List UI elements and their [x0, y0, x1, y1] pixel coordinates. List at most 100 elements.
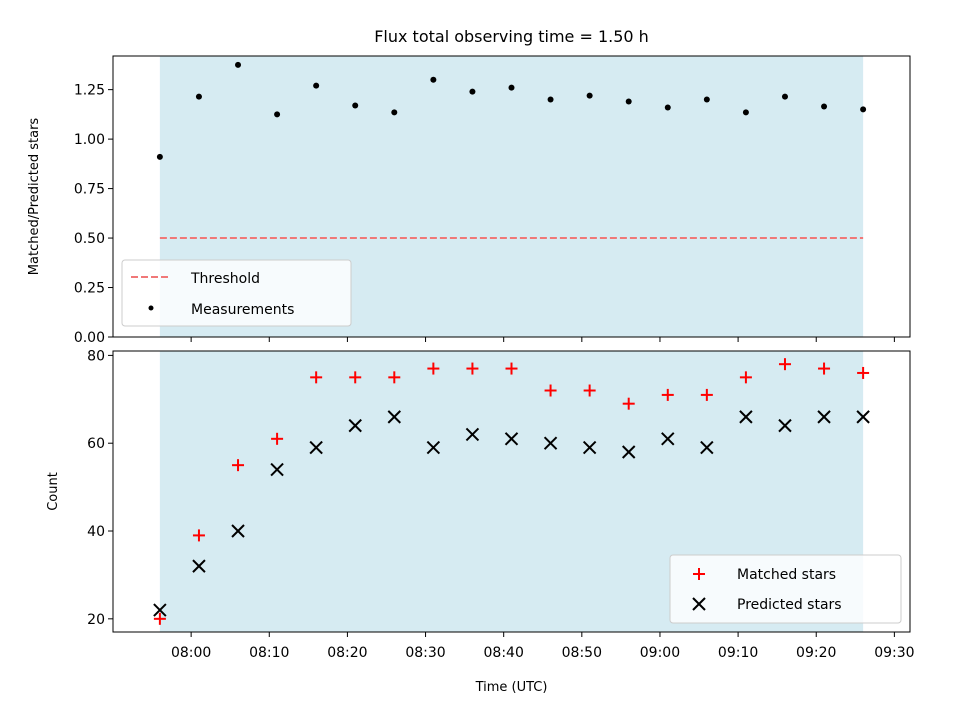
x-tick-label: 08:00	[171, 645, 211, 661]
measurement-point	[430, 76, 437, 83]
predicted-star-point	[739, 410, 753, 424]
measurement-point	[703, 96, 710, 103]
measurement-points	[156, 61, 867, 160]
matched-star-point	[232, 459, 245, 472]
predicted-star-point	[543, 436, 558, 450]
marker-stroke	[270, 462, 284, 477]
marker-stroke	[543, 436, 558, 450]
x-tick-label: 09:20	[796, 645, 836, 661]
x-tick-label: 08:30	[405, 645, 445, 661]
marker-stroke	[231, 524, 245, 538]
legend-plus-marker	[693, 568, 705, 580]
x-tick-label: 08:40	[484, 645, 524, 661]
y-axis-ticks: 0.00 0.25 0.50 0.75 1.00 1.25	[74, 83, 113, 346]
x-tick-label: 09:00	[640, 645, 680, 661]
y-tick-label: 1.25	[74, 83, 105, 99]
predicted-star-point	[621, 445, 636, 459]
measurement-point	[586, 92, 593, 99]
predicted-star-point	[856, 410, 870, 424]
matched-star-point	[427, 362, 440, 375]
legend: Threshold Measurements	[121, 259, 352, 327]
marker-stroke	[348, 418, 362, 433]
x-tick-label: 09:30	[874, 645, 914, 661]
measurement-point	[547, 96, 554, 103]
predicted-star-point	[270, 462, 284, 477]
marker-stroke	[661, 432, 675, 446]
matched-star-point	[466, 362, 479, 375]
predicted-star-point	[426, 440, 441, 455]
y-tick-label: 0.50	[74, 231, 105, 247]
marker-stroke	[692, 597, 706, 611]
matched-star-point	[505, 362, 518, 375]
y-tick-label: 0.75	[74, 182, 105, 198]
matched-star-point	[778, 358, 791, 371]
measurement-point	[664, 104, 671, 111]
x-tick-label: 08:10	[249, 645, 289, 661]
marker-stroke	[504, 432, 519, 446]
ratio-panel: 0.00 0.25 0.50 0.75 1.00 1.25 Flux total obse…	[27, 27, 911, 346]
legend-matched-label: Matched stars	[737, 567, 836, 583]
measurement-point	[274, 111, 281, 118]
measurement-point	[156, 153, 163, 160]
predicted-star-point	[661, 432, 675, 446]
matched-star-point	[349, 371, 362, 384]
marker-stroke	[856, 410, 870, 424]
matched-star-point	[739, 371, 752, 384]
predicted-star-point	[387, 410, 402, 424]
x-tick-label: 08:50	[562, 645, 602, 661]
marker-stroke	[700, 440, 714, 455]
marker-stroke	[739, 410, 753, 424]
y-axis-ticks: 20 40 60 80	[87, 348, 113, 628]
marker-stroke	[582, 440, 597, 455]
legend-box	[669, 554, 902, 624]
legend-measurement-label: Measurements	[191, 302, 294, 318]
legend-measurement-swatch	[148, 305, 154, 311]
matched-star-point	[700, 388, 713, 401]
predicted-star-point	[231, 524, 245, 538]
legend-predicted-swatch	[692, 597, 706, 611]
y-tick-label: 20	[87, 612, 105, 628]
measurement-point	[508, 84, 515, 91]
matched-star-point	[857, 366, 870, 379]
measurement-point	[625, 98, 632, 105]
predicted-star-point	[465, 427, 480, 442]
y-tick-label: 80	[87, 348, 105, 364]
measurement-point	[352, 102, 359, 109]
measurement-point	[391, 109, 398, 116]
measurement-point	[313, 82, 320, 89]
legend-threshold-label: Threshold	[190, 271, 260, 287]
y-tick-label: 0.00	[74, 330, 105, 346]
measurement-point	[821, 103, 828, 110]
matched-star-point	[818, 362, 831, 375]
marker-stroke	[465, 427, 480, 442]
y-tick-label: 40	[87, 524, 105, 540]
y-axis-label: Count	[46, 472, 61, 511]
marker-stroke	[621, 445, 636, 459]
matched-star-point	[622, 397, 635, 410]
legend-predicted-label: Predicted stars	[737, 597, 842, 613]
predicted-star-point	[309, 440, 323, 455]
marker-stroke	[817, 410, 831, 424]
measurement-point	[781, 93, 788, 100]
y-axis-label: Matched/Predicted stars	[27, 118, 42, 276]
plot-frame	[112, 350, 911, 633]
predicted-star-point	[582, 440, 597, 455]
legend: Matched stars Predicted stars	[669, 554, 902, 624]
measurement-point	[469, 88, 476, 95]
marker-stroke	[192, 559, 206, 573]
legend-box	[121, 259, 352, 327]
y-tick-label: 0.25	[74, 281, 105, 297]
marker-stroke	[387, 410, 402, 424]
matched-star-point	[192, 529, 205, 542]
x-axis-ticks: 08:00 08:10 08:20 08:30 08:40 08:50 09:00 09:10…	[171, 632, 915, 661]
predicted-star-point	[192, 559, 206, 573]
predicted-star-point	[817, 410, 831, 424]
legend-matched-swatch	[693, 568, 705, 580]
marker-stroke	[309, 440, 323, 455]
x-tick-label: 08:20	[327, 645, 367, 661]
predicted-star-point	[153, 603, 167, 617]
plot-frame	[112, 55, 911, 338]
measurement-point	[235, 61, 242, 68]
